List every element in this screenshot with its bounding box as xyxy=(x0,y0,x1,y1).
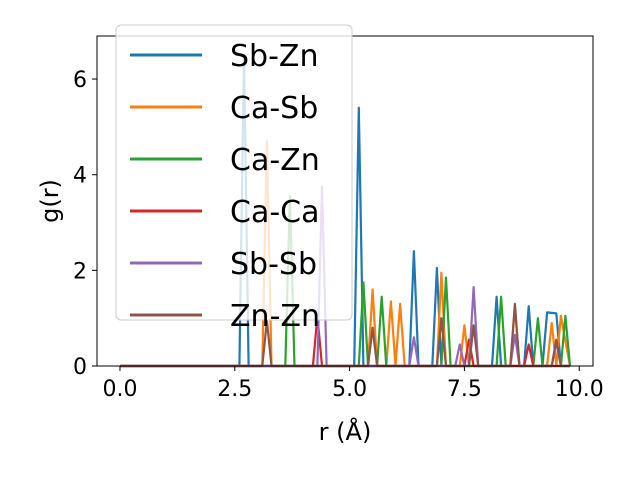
y-axis: 0 2 4 6 xyxy=(73,68,97,380)
x-tick-label: 2.5 xyxy=(217,377,252,402)
x-axis-label: r (Å) xyxy=(319,417,372,446)
x-tick-label: 0.0 xyxy=(102,377,137,402)
x-tick-label: 7.5 xyxy=(447,377,482,402)
y-axis-label: g(r) xyxy=(36,179,64,223)
legend: Sb-Zn Ca-Sb Ca-Zn Ca-Ca Sb-Sb Zn-Zn xyxy=(115,24,353,334)
legend-label-sb-zn: Sb-Zn xyxy=(230,39,318,74)
y-tick-label: 4 xyxy=(73,164,87,189)
legend-label-ca-ca: Ca-Ca xyxy=(230,195,320,230)
legend-box xyxy=(115,24,353,321)
x-tick-label: 5.0 xyxy=(332,377,367,402)
x-axis: 0.0 2.5 5.0 7.5 10.0 xyxy=(102,366,604,402)
x-tick-label: 10.0 xyxy=(555,377,604,402)
y-tick-label: 6 xyxy=(73,68,87,93)
y-tick-label: 0 xyxy=(73,355,87,380)
legend-label-zn-zn: Zn-Zn xyxy=(230,299,320,334)
legend-label-sb-sb: Sb-Sb xyxy=(230,247,317,282)
series-line-ca-ca xyxy=(120,314,570,368)
legend-label-ca-zn: Ca-Zn xyxy=(230,143,320,178)
y-tick-label: 2 xyxy=(73,259,87,284)
legend-label-ca-sb: Ca-Sb xyxy=(230,91,318,126)
